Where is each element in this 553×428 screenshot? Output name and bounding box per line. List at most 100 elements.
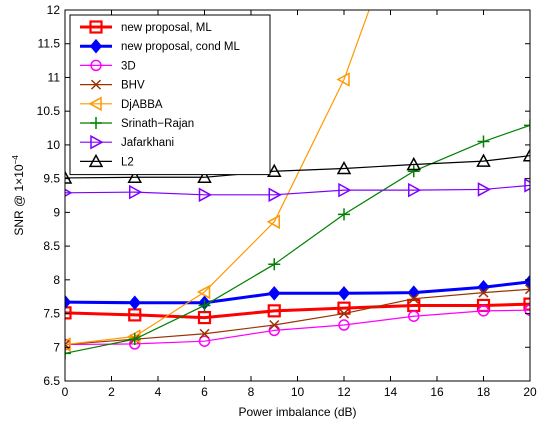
data-point xyxy=(65,170,73,184)
series-line xyxy=(65,288,530,346)
series-6 xyxy=(65,178,530,203)
data-point xyxy=(407,165,420,178)
data-point xyxy=(478,287,489,298)
series-line xyxy=(65,309,530,346)
legend-marker xyxy=(90,79,102,90)
data-point xyxy=(524,304,530,316)
data-point xyxy=(268,258,281,271)
data-point xyxy=(65,294,72,310)
data-point xyxy=(269,319,280,331)
legend-marker xyxy=(89,20,103,34)
legend-item: L2 xyxy=(80,153,134,168)
data-point xyxy=(407,285,420,300)
x-tick-label: 2 xyxy=(108,385,115,399)
data-point xyxy=(128,333,141,346)
data-point xyxy=(336,160,352,175)
data-point xyxy=(406,156,422,171)
series-line xyxy=(65,124,530,354)
x-tick-label: 14 xyxy=(384,385,398,399)
legend-marker xyxy=(90,59,102,72)
data-point xyxy=(476,153,491,167)
y-tick-label: 8 xyxy=(53,273,60,287)
x-tick-label: 0 xyxy=(62,385,69,399)
data-point xyxy=(196,284,211,300)
series-line xyxy=(65,10,370,346)
legend-label: Srinath−Rajan xyxy=(121,118,194,130)
x-tick-label: 12 xyxy=(337,385,351,399)
data-point xyxy=(338,319,350,331)
data-point xyxy=(408,310,420,322)
data-point xyxy=(266,214,280,230)
x-tick-label: 18 xyxy=(477,385,491,399)
x-tick-label: 20 xyxy=(523,385,537,399)
data-point xyxy=(477,182,492,197)
data-point xyxy=(408,293,419,304)
data-point xyxy=(336,72,350,87)
y-tick-label: 9 xyxy=(53,205,60,219)
data-point xyxy=(268,286,281,301)
y-tick-label: 10.5 xyxy=(37,104,61,118)
legend-item: new proposal, ML xyxy=(80,20,212,34)
data-point xyxy=(197,169,212,184)
legend-label: new proposal, cond ML xyxy=(121,41,241,53)
data-point xyxy=(524,119,530,132)
data-point xyxy=(129,184,143,200)
data-point xyxy=(65,337,71,352)
legend-marker xyxy=(88,153,104,168)
axis-ticks: 0 2 4 6 8 10 12 14 16 18 20 6.5 7 7.5 8 8.5 9 9.5 10 10.5 11… xyxy=(37,3,537,399)
legend-label: new proposal, ML xyxy=(121,22,212,34)
data-point xyxy=(65,306,72,320)
data-point xyxy=(338,208,350,221)
y-tick-label: 9.5 xyxy=(43,172,60,186)
x-tick-label: 4 xyxy=(155,385,162,399)
legend-item: new proposal, cond ML xyxy=(80,38,241,54)
series-line xyxy=(65,302,530,320)
data-point xyxy=(338,308,350,319)
series-line xyxy=(65,184,530,196)
data-point xyxy=(524,284,530,295)
y-axis-label-main: SNR @ 1×10 xyxy=(12,164,26,236)
legend-item: Srinath−Rajan xyxy=(80,117,194,130)
data-point xyxy=(267,304,281,318)
y-tick-label: 8.5 xyxy=(43,239,60,253)
legend-item: Jafarkhani xyxy=(80,134,174,150)
legend-label: L2 xyxy=(121,156,134,168)
x-tick-label: 6 xyxy=(201,385,208,399)
data-point xyxy=(128,295,141,311)
legend-marker xyxy=(89,38,103,54)
y-tick-label: 10 xyxy=(47,138,61,152)
series-1 xyxy=(65,274,530,311)
series-layer xyxy=(65,10,530,360)
legend-item: BHV xyxy=(80,79,145,92)
legend-item: DjABBA xyxy=(80,96,163,112)
x-axis-label: Power imbalance (dB) xyxy=(238,405,356,419)
legend-label: BHV xyxy=(121,80,145,92)
data-point xyxy=(65,347,71,360)
y-tick-label: 7.5 xyxy=(43,307,60,321)
data-point xyxy=(522,148,530,162)
data-point xyxy=(408,182,422,198)
data-point xyxy=(477,135,490,148)
data-point xyxy=(337,286,351,301)
legend-label: DjABBA xyxy=(121,99,163,111)
data-point xyxy=(477,305,490,317)
series-5 xyxy=(65,119,530,360)
y-tick-label: 11 xyxy=(48,70,61,84)
data-point xyxy=(268,187,282,203)
y-axis-label: SNR @ 1×10−4 xyxy=(11,155,26,236)
y-tick-label: 11.5 xyxy=(38,37,61,51)
legend-label: Jafarkhani xyxy=(121,137,174,149)
data-point xyxy=(198,299,211,312)
series-7 xyxy=(65,148,530,184)
data-point xyxy=(524,178,530,193)
legend-marker xyxy=(90,117,102,129)
data-point xyxy=(266,163,282,177)
series-line xyxy=(65,280,530,305)
x-tick-label: 8 xyxy=(248,385,255,399)
legend-box xyxy=(69,14,271,176)
legend-item: 3D xyxy=(80,59,136,72)
y-tick-label: 6.5 xyxy=(43,374,60,388)
legend-label: 3D xyxy=(121,60,136,72)
y-tick-label: 7 xyxy=(53,340,60,354)
